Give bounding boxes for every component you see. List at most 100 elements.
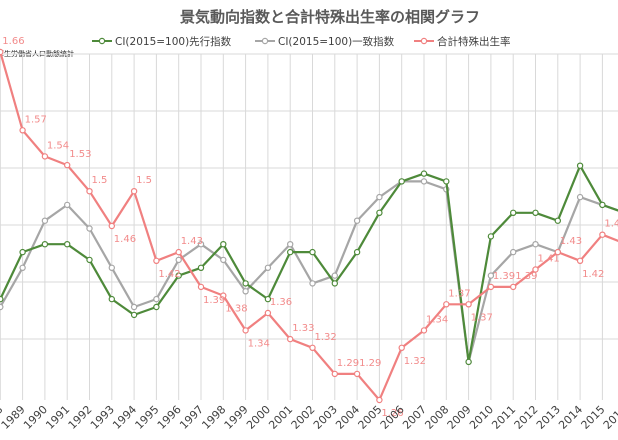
data-point-tfr — [309, 344, 316, 351]
data-label-tfr: 1.34 — [248, 338, 270, 349]
data-point-leading — [63, 240, 71, 248]
data-point-coincident — [353, 217, 361, 224]
data-point-leading — [242, 280, 249, 287]
data-point-leading — [153, 303, 160, 311]
data-label-tfr: 1.66 — [2, 36, 24, 47]
legend: CI(2015=100)先行指数 CI(2015=100)一致指数 合計特殊出生… — [92, 35, 511, 48]
x-tick-label: 2011 — [489, 403, 518, 432]
x-tick-label: 2014 — [556, 403, 585, 432]
data-point-leading — [510, 209, 517, 216]
data-point-coincident — [287, 240, 294, 248]
x-tick-label: 1989 — [0, 403, 28, 432]
data-point-leading — [130, 311, 138, 319]
data-point-coincident — [532, 240, 539, 248]
data-label-tfr: 1.36 — [270, 297, 292, 308]
data-label-tfr: 1.54 — [47, 140, 69, 151]
data-label-tfr: 1.5 — [92, 175, 108, 186]
data-point-coincident — [108, 264, 116, 271]
data-label-tfr: 1.43 — [181, 236, 203, 247]
x-tick-label: 1990 — [21, 403, 50, 432]
data-label-tfr: 1.37 — [471, 312, 493, 323]
data-point-tfr — [220, 292, 227, 299]
data-point-leading — [376, 209, 383, 216]
data-point-leading — [264, 295, 272, 303]
data-point-leading — [0, 295, 4, 303]
data-label-tfr: 1.45 — [604, 219, 618, 230]
x-tick-label: 2000 — [244, 403, 273, 432]
data-label-tfr: 1.43 — [560, 236, 582, 247]
x-tick-label: 1997 — [177, 403, 206, 432]
chart-title: 景気動向指数と合計特殊出生率の相関グラフ — [180, 8, 480, 26]
x-tick-label: 2012 — [512, 403, 541, 432]
data-point-leading — [86, 256, 93, 264]
data-point-leading — [554, 217, 562, 224]
data-label-tfr: 1.38 — [225, 304, 247, 315]
data-point-coincident — [220, 256, 227, 264]
data-point-tfr — [108, 222, 116, 230]
data-point-tfr — [554, 248, 562, 256]
x-tick-label: 2010 — [467, 403, 496, 432]
legend-marker-coincident — [261, 37, 269, 45]
data-point-leading — [41, 240, 49, 248]
data-point-tfr — [287, 335, 294, 343]
x-tick-label: 2004 — [333, 403, 362, 432]
data-point-coincident — [175, 256, 182, 264]
series-line-tfr — [0, 49, 618, 402]
data-point-coincident — [197, 240, 205, 248]
data-point-coincident — [576, 193, 584, 201]
series-line-coincident — [0, 180, 618, 363]
data-label-tfr: 1.37 — [448, 288, 470, 299]
x-tick-label: 1999 — [222, 403, 251, 432]
x-tick-label: 1992 — [66, 403, 95, 432]
data-point-tfr — [331, 370, 338, 378]
x-axis: 1988198919901991199219931994199519961997… — [0, 403, 618, 432]
data-point-coincident — [420, 178, 428, 185]
data-point-leading — [532, 209, 539, 216]
data-point-leading — [398, 178, 405, 185]
data-point-leading — [487, 233, 495, 240]
data-point-coincident — [86, 225, 93, 232]
x-tick-label: 2007 — [400, 403, 429, 432]
x-tick-label: 1994 — [110, 403, 139, 432]
data-point-tfr — [353, 370, 361, 378]
data-label-tfr: 1.46 — [114, 234, 136, 245]
legend-label-leading: CI(2015=100)先行指数 — [115, 35, 232, 48]
x-tick-label: 2015 — [579, 403, 608, 432]
data-point-coincident — [130, 303, 138, 311]
data-point-leading — [19, 248, 26, 256]
x-tick-label: 2009 — [445, 403, 474, 432]
x-tick-label: 2016 — [601, 403, 618, 432]
data-label-tfr: 1.39 — [515, 271, 537, 282]
data-point-leading — [108, 295, 116, 303]
data-point-coincident — [309, 280, 316, 287]
data-point-leading — [599, 201, 606, 209]
data-point-tfr — [465, 301, 472, 308]
data-point-tfr — [532, 266, 539, 273]
data-label-tfr: 1.42 — [158, 269, 180, 280]
data-point-tfr — [376, 396, 383, 404]
data-point-coincident — [331, 272, 338, 279]
data-labels: 1.661.571.541.531.51.461.51.421.431.391.… — [2, 36, 618, 419]
data-point-coincident — [19, 264, 26, 271]
data-point-leading — [287, 248, 294, 256]
data-point-coincident — [487, 272, 495, 279]
data-label-tfr: 1.53 — [69, 149, 91, 160]
data-point-leading — [331, 280, 338, 287]
data-point-leading — [220, 240, 227, 248]
data-point-leading — [353, 248, 361, 256]
data-point-coincident — [264, 264, 272, 271]
data-point-tfr — [197, 283, 205, 291]
data-point-leading — [309, 248, 316, 256]
data-label-tfr: 1.32 — [404, 356, 426, 367]
data-point-leading — [465, 358, 472, 366]
data-label-tfr: 1.42 — [582, 269, 604, 280]
x-tick-label: 2005 — [356, 403, 385, 432]
data-point-tfr — [264, 309, 272, 317]
data-label-tfr: 1.32 — [315, 332, 337, 343]
data-point-tfr — [599, 231, 606, 238]
data-point-coincident — [41, 217, 49, 224]
data-point-leading — [443, 178, 450, 185]
data-label-tfr: 1.29 — [337, 358, 359, 369]
legend-marker-tfr — [420, 37, 428, 45]
